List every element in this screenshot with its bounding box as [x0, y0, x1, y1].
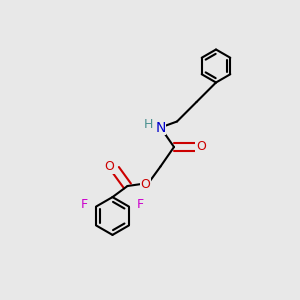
- Text: N: N: [155, 121, 166, 134]
- Text: O: O: [105, 160, 114, 173]
- Text: F: F: [137, 198, 144, 211]
- Text: O: O: [196, 140, 206, 154]
- Text: H: H: [144, 118, 153, 131]
- Text: O: O: [141, 178, 150, 191]
- Text: F: F: [81, 198, 88, 211]
